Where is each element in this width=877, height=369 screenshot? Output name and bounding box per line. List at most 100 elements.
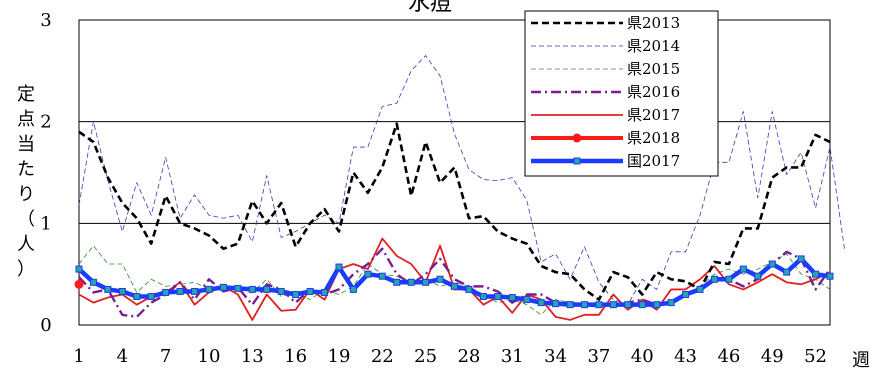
series-marker bbox=[725, 275, 733, 283]
series-marker bbox=[667, 299, 675, 307]
series-県2013 bbox=[78, 122, 831, 301]
series-marker bbox=[739, 265, 747, 273]
series-marker bbox=[826, 272, 834, 280]
y-axis-label-char: た bbox=[17, 159, 35, 180]
series-marker bbox=[710, 275, 718, 283]
y-tick-label: 3 bbox=[40, 10, 51, 31]
legend-label: 県2017 bbox=[627, 106, 680, 124]
legend-label: 県2014 bbox=[627, 37, 680, 55]
series-marker bbox=[306, 287, 314, 295]
x-axis-unit: 週 bbox=[852, 350, 870, 369]
x-tick-label: 16 bbox=[284, 346, 307, 367]
series-marker bbox=[494, 293, 502, 301]
series-marker bbox=[147, 293, 155, 301]
y-axis-label-char: ） bbox=[17, 259, 35, 280]
series-marker bbox=[248, 285, 256, 293]
series-marker bbox=[580, 301, 588, 309]
series-marker bbox=[508, 294, 516, 302]
x-tick-label: 43 bbox=[674, 346, 697, 367]
y-tick-label: 1 bbox=[40, 213, 51, 234]
y-axis-label: 定 点 当 た り （ 人 ） bbox=[14, 82, 38, 282]
y-axis-label-char: 定 bbox=[17, 84, 35, 105]
series-marker bbox=[89, 278, 97, 286]
legend-box bbox=[524, 10, 719, 177]
plot-border bbox=[78, 19, 831, 326]
y-tick-label: 0 bbox=[40, 315, 51, 336]
chart-title: 水痘 bbox=[408, 0, 452, 16]
legend-marker bbox=[572, 133, 582, 143]
x-tick-label: 4 bbox=[117, 346, 128, 367]
y-axis-label-char: （ bbox=[17, 209, 35, 230]
series-marker bbox=[479, 293, 487, 301]
series-layer bbox=[74, 55, 845, 321]
series-marker bbox=[277, 287, 285, 295]
series-marker bbox=[133, 293, 141, 301]
series-marker bbox=[754, 272, 762, 280]
y-axis-label-char: 当 bbox=[17, 134, 35, 155]
y-axis-label-char: 人 bbox=[17, 234, 35, 255]
series-marker bbox=[263, 285, 271, 293]
series-marker bbox=[797, 255, 805, 263]
series-県2015 bbox=[78, 245, 831, 316]
series-marker bbox=[393, 278, 401, 286]
x-tick-label: 37 bbox=[587, 346, 610, 367]
x-tick-label: 40 bbox=[631, 346, 654, 367]
series-marker bbox=[682, 291, 690, 298]
y-tick-label: 2 bbox=[40, 112, 51, 133]
series-marker bbox=[104, 285, 112, 293]
series-marker bbox=[407, 278, 415, 286]
series-marker bbox=[653, 301, 661, 309]
legend-label: 県2018 bbox=[627, 129, 680, 147]
x-tick-label: 31 bbox=[501, 346, 524, 367]
series-県2018 bbox=[74, 279, 84, 289]
series-marker bbox=[624, 301, 632, 309]
series-marker bbox=[552, 300, 560, 308]
series-marker bbox=[378, 272, 386, 280]
series-marker bbox=[234, 284, 242, 292]
x-tick-label: 52 bbox=[804, 346, 827, 367]
series-marker bbox=[364, 270, 372, 278]
legend-marker bbox=[573, 157, 581, 165]
series-marker bbox=[75, 265, 83, 273]
series-marker bbox=[523, 296, 531, 304]
y-axis-label-char: 点 bbox=[17, 109, 35, 130]
series-marker bbox=[191, 287, 199, 295]
series-marker bbox=[422, 278, 430, 286]
series-marker bbox=[335, 263, 343, 271]
series-marker bbox=[205, 285, 213, 293]
series-marker bbox=[566, 301, 574, 309]
series-marker bbox=[162, 288, 170, 296]
legend-label: 県2013 bbox=[627, 14, 680, 32]
plot-area bbox=[78, 19, 831, 326]
x-tick-label: 7 bbox=[160, 346, 171, 367]
legend-label: 県2016 bbox=[627, 83, 680, 101]
y-axis-label-char: り bbox=[17, 184, 35, 205]
series-marker bbox=[696, 285, 704, 293]
series-marker bbox=[537, 299, 545, 307]
x-tick-label: 49 bbox=[761, 346, 784, 367]
x-axis-ticks: 1 4 7 10 13 16 19 22 25 28 31 34 37 40 43 46 49 52 bbox=[73, 346, 827, 367]
series-marker bbox=[118, 287, 126, 295]
series-県2014 bbox=[78, 55, 845, 306]
y-axis-ticks: 0 1 2 3 bbox=[40, 10, 51, 336]
series-marker bbox=[349, 285, 357, 293]
series-marker bbox=[595, 301, 603, 309]
series-line bbox=[78, 122, 831, 301]
x-tick-label: 10 bbox=[198, 346, 221, 367]
x-tick-label: 1 bbox=[73, 346, 84, 367]
x-tick-label: 13 bbox=[241, 346, 264, 367]
series-国2017 bbox=[75, 255, 834, 309]
series-marker bbox=[812, 270, 820, 278]
series-marker bbox=[768, 260, 776, 268]
series-line bbox=[78, 245, 831, 316]
x-tick-label: 25 bbox=[414, 346, 437, 367]
series-point bbox=[74, 279, 84, 289]
series-marker bbox=[451, 282, 458, 290]
series-marker bbox=[609, 301, 617, 309]
legend: 県2013 県2014 県2015 県2016 県2017 県2018 国2017 bbox=[524, 10, 719, 177]
x-tick-label: 19 bbox=[328, 346, 351, 367]
series-marker bbox=[321, 288, 329, 296]
series-marker bbox=[219, 283, 227, 291]
x-tick-label: 22 bbox=[371, 346, 394, 367]
